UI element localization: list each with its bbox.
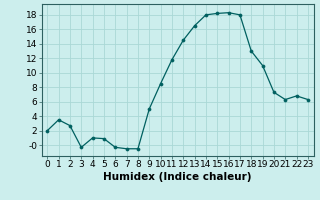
- X-axis label: Humidex (Indice chaleur): Humidex (Indice chaleur): [103, 172, 252, 182]
